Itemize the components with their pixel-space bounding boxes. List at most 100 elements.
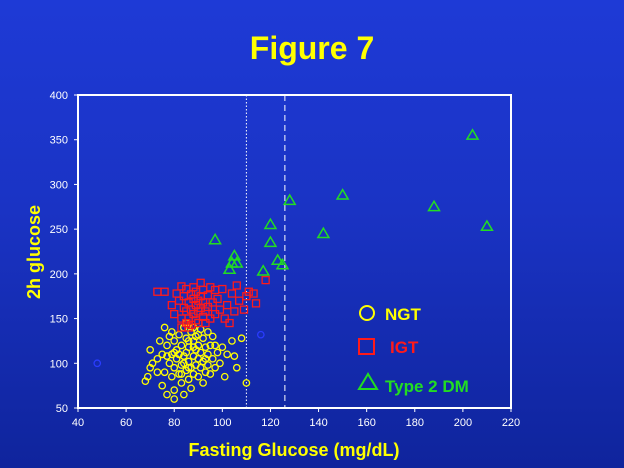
igt-point — [244, 287, 253, 296]
ngt-point — [146, 346, 155, 354]
ngt-point — [170, 337, 179, 345]
igt-point — [206, 283, 215, 292]
type-2-dm-point — [222, 262, 237, 274]
ngt-point — [230, 352, 239, 360]
igt-point — [215, 305, 225, 314]
ngt-point — [177, 370, 186, 378]
type-2-dm-point — [335, 188, 350, 200]
ngt-point — [165, 359, 174, 368]
ngt-point — [187, 384, 195, 393]
ngt-point — [163, 390, 171, 399]
type-2-dm-point — [263, 217, 278, 230]
ngt-point — [189, 343, 198, 352]
ngt-point — [208, 332, 217, 341]
y-tick-label: 400 — [50, 90, 68, 102]
ngt-point — [167, 372, 176, 381]
igt-point — [249, 289, 258, 298]
ngt-point — [158, 350, 167, 359]
igt-point — [227, 289, 237, 298]
ngt-point — [143, 372, 152, 381]
igt-point — [235, 296, 244, 305]
ngt-point — [232, 363, 241, 372]
ngt-point — [201, 354, 210, 363]
igt-point — [170, 309, 179, 319]
type-2-dm-point — [282, 193, 297, 206]
igt-point — [261, 275, 270, 285]
ngt-point — [216, 359, 224, 368]
igt-point — [191, 287, 201, 296]
ngt-point — [206, 370, 215, 378]
legend-igt-marker — [358, 338, 375, 355]
igt-point — [196, 278, 205, 287]
outlier-point — [93, 359, 102, 368]
ngt-point — [199, 334, 207, 343]
ngt-point — [155, 337, 164, 345]
igt-point — [198, 298, 208, 307]
ngt-point — [184, 363, 193, 372]
x-tick-label: 180 — [406, 417, 424, 429]
type-2-dm-point — [256, 264, 271, 276]
x-tick-label: 160 — [357, 417, 375, 429]
ngt-point — [194, 341, 203, 350]
ngt-point — [211, 341, 219, 350]
igt-point — [239, 305, 249, 314]
igt-point — [230, 307, 239, 316]
ngt-point — [196, 363, 205, 372]
y-tick-label: 350 — [50, 135, 68, 147]
igt-point — [201, 307, 210, 316]
x-tick-label: 120 — [261, 417, 279, 429]
y-tick-label: 250 — [50, 224, 68, 236]
y-tick-label: 100 — [50, 358, 68, 370]
igt-point — [218, 284, 227, 294]
ngt-point — [148, 359, 157, 368]
ngt-point — [170, 363, 179, 372]
y-tick-label: 200 — [50, 269, 68, 281]
ngt-point — [184, 337, 193, 345]
ngt-point — [177, 379, 186, 387]
ngt-point — [160, 368, 169, 377]
ngt-point — [167, 328, 176, 336]
igt-point — [213, 294, 222, 304]
ngt-point — [158, 381, 167, 390]
ngt-point — [220, 372, 229, 381]
ngt-point — [237, 334, 246, 343]
legend-ngt-label: NGT — [385, 305, 422, 324]
y-tick-label: 50 — [56, 403, 68, 415]
legend-t2dm-marker — [357, 372, 379, 390]
ngt-point — [199, 379, 207, 387]
igt-point — [172, 289, 181, 298]
ngt-point — [177, 341, 186, 350]
type-2-dm-point — [229, 256, 244, 268]
reference-lines — [245, 95, 286, 408]
igt-point — [206, 314, 215, 323]
data-points — [93, 128, 494, 403]
type-2-dm-point — [316, 226, 331, 239]
x-tick-label: 200 — [454, 417, 472, 429]
ngt-point — [201, 343, 210, 352]
igt-point — [232, 281, 241, 290]
igt-point — [160, 287, 169, 296]
x-tick-label: 60 — [120, 417, 132, 429]
ngt-point — [242, 379, 251, 387]
igt-point — [203, 291, 213, 300]
ngt-point — [170, 395, 179, 403]
ngt-point — [213, 348, 222, 357]
axis-ticks: 40 60 80 100 120 140 160 180 200 220 50 100 150 200 25… — [50, 90, 521, 429]
ngt-point — [196, 348, 205, 357]
igt-point — [220, 314, 229, 323]
type-2-dm-point — [208, 232, 222, 245]
ngt-point — [175, 350, 183, 359]
ngt-point — [163, 352, 171, 360]
outlier-point — [256, 330, 265, 339]
igt-point — [174, 296, 184, 305]
igt-point — [167, 301, 176, 310]
type-2-dm-point — [270, 253, 285, 266]
x-tick-label: 220 — [502, 417, 520, 429]
ngt-point — [194, 372, 203, 381]
legend: NGT IGT Type 2 DM — [357, 305, 469, 396]
igt-point — [189, 283, 198, 292]
igt-point — [225, 318, 234, 328]
legend-t2dm-label: Type 2 DM — [385, 377, 469, 396]
x-tick-label: 140 — [309, 417, 327, 429]
ngt-point — [175, 370, 183, 378]
